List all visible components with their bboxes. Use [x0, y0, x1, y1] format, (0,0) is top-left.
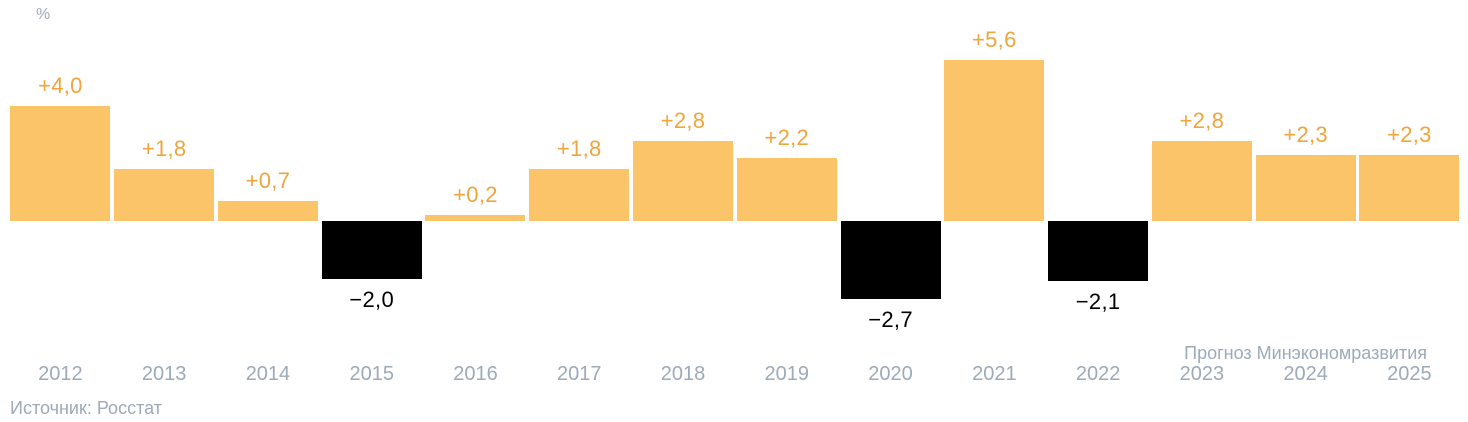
x-tick-2025: 2025: [1387, 363, 1432, 385]
bar-2012: [10, 106, 111, 221]
value-label-2025: +2,3: [1387, 121, 1432, 147]
bar-2019: [736, 157, 837, 221]
bar-2023: [1151, 140, 1252, 221]
x-tick-2019: 2019: [764, 363, 810, 385]
value-label-2016: +0,2: [453, 182, 498, 208]
value-label-2013: +1,8: [141, 136, 187, 162]
x-tick-2016: 2016: [453, 363, 498, 385]
x-tick-2022: 2022: [1075, 363, 1121, 385]
value-label-2015: −2,0: [349, 286, 395, 312]
bar-2015: [321, 221, 422, 279]
forecast-note: Прогноз Минэкономразвития: [1184, 343, 1427, 363]
x-tick-2012: 2012: [38, 363, 83, 385]
bar-2016: [425, 215, 526, 221]
bar-2024: [1255, 154, 1356, 221]
bar-2022: [1048, 221, 1149, 282]
value-label-2018: +2,8: [660, 107, 706, 133]
bar-2021: [944, 60, 1045, 221]
x-tick-2023: 2023: [1179, 363, 1225, 385]
bar-2020: [840, 221, 941, 299]
x-tick-2014: 2014: [245, 363, 291, 385]
x-tick-2024: 2024: [1283, 363, 1328, 385]
value-label-2021: +5,6: [972, 27, 1017, 52]
value-label-2022: −2,1: [1075, 289, 1121, 315]
x-tick-2015: 2015: [349, 363, 394, 385]
bar-2014: [217, 200, 318, 221]
x-tick-2020: 2020: [868, 363, 913, 385]
value-label-2012: +4,0: [38, 73, 83, 98]
value-label-2017: +1,8: [556, 136, 602, 162]
value-label-2020: −2,7: [868, 306, 913, 332]
source-note: Источник: Росстат: [10, 398, 162, 418]
value-label-2014: +0,7: [245, 167, 291, 193]
y-axis-unit-label: %: [36, 6, 51, 23]
bar-2018: [633, 140, 734, 221]
bar-2013: [114, 169, 215, 221]
x-tick-2021: 2021: [972, 363, 1017, 385]
x-tick-2017: 2017: [557, 363, 602, 385]
bar-2017: [529, 169, 630, 221]
value-label-2024: +2,3: [1283, 121, 1328, 147]
x-tick-2013: 2013: [141, 363, 187, 385]
value-label-2019: +2,2: [764, 124, 810, 150]
bar-2025: [1359, 154, 1460, 221]
x-tick-2018: 2018: [660, 363, 706, 385]
value-label-2023: +2,8: [1179, 107, 1225, 133]
